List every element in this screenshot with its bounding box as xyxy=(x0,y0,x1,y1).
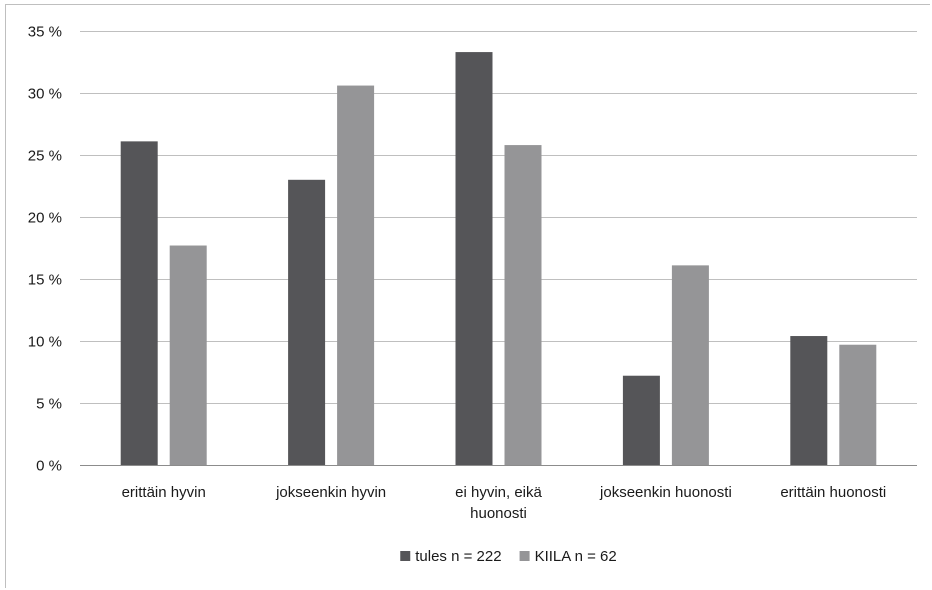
bar-series-1-category-1 xyxy=(120,141,158,466)
y-axis-tick-labels: 0 % 5 % 10 % 15 % 20 % 25 % 30 % 35 % xyxy=(28,24,62,475)
y-tick-label: 35 % xyxy=(28,24,62,41)
y-tick-label: 0 % xyxy=(36,458,62,475)
x-tick-label: jokseenkin huonosti xyxy=(599,484,732,501)
x-tick-label: huonosti xyxy=(470,505,527,522)
legend-swatch-series-2 xyxy=(519,551,530,561)
chart-frame xyxy=(5,4,930,588)
bar-series-2-category-3 xyxy=(504,145,542,465)
x-tick-label: erittäin huonosti xyxy=(780,484,886,501)
bar-series-2-category-4 xyxy=(671,265,709,465)
legend: tules n = 222 KIILA n = 62 xyxy=(400,548,617,565)
bar-series-1-category-3 xyxy=(455,52,493,466)
bar-series-1-category-2 xyxy=(288,179,326,466)
x-axis-tick-labels: erittäin hyvin jokseenkin hyvin ei hyvin, … xyxy=(122,484,887,522)
y-tick-label: 30 % xyxy=(28,86,62,103)
bar-series-2-category-5 xyxy=(839,344,877,465)
y-tick-label: 20 % xyxy=(28,210,62,227)
x-tick-label: ei hyvin, eikä xyxy=(455,484,542,501)
legend-label-series-1: tules n = 222 xyxy=(415,548,501,565)
bar-series-1-category-4 xyxy=(622,375,660,465)
bar-series-1-category-5 xyxy=(790,336,828,465)
gridlines xyxy=(80,31,917,466)
y-tick-label: 5 % xyxy=(36,396,62,413)
bar-series-2-category-1 xyxy=(169,245,207,465)
x-tick-label: jokseenkin hyvin xyxy=(275,484,386,501)
x-tick-label: erittäin hyvin xyxy=(122,484,206,501)
legend-swatch-series-1 xyxy=(400,551,411,561)
y-tick-label: 10 % xyxy=(28,334,62,351)
legend-label-series-2: KIILA n = 62 xyxy=(535,548,617,565)
bars xyxy=(120,52,877,466)
y-tick-label: 25 % xyxy=(28,148,62,165)
bar-series-2-category-2 xyxy=(337,85,375,465)
y-tick-label: 15 % xyxy=(28,272,62,289)
